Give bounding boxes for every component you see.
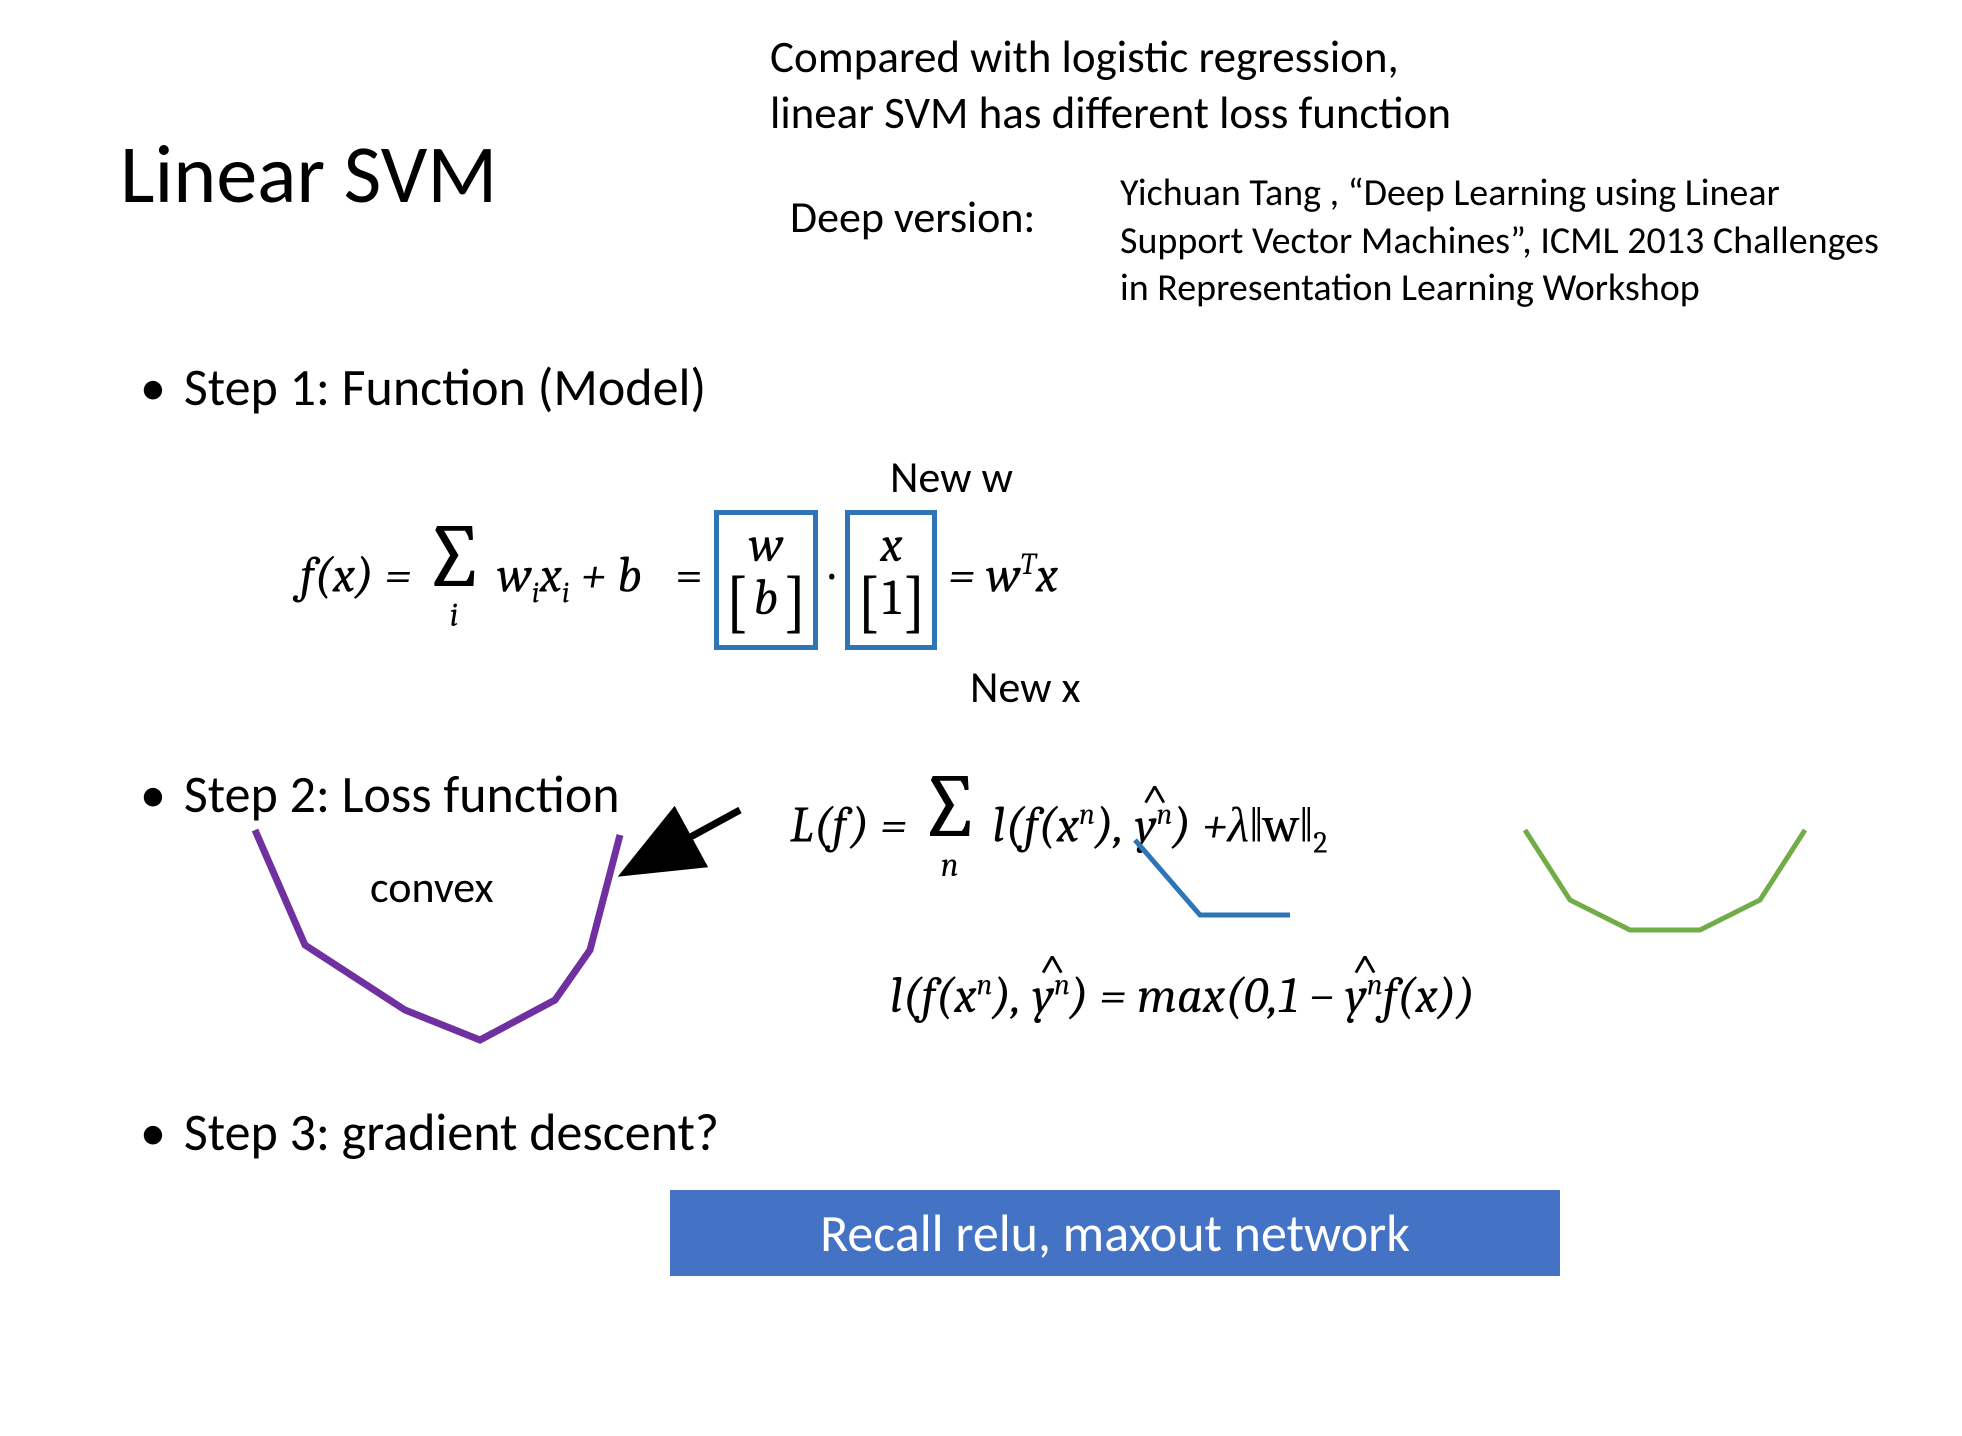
sigma-icon: ∑ i (422, 525, 486, 635)
citation-text: Yichuan Tang , “Deep Learning using Line… (1120, 170, 1900, 313)
recall-box: Recall relu, maxout network (670, 1190, 1560, 1276)
step-1-bullet: Step 1: Function (Model) (140, 355, 706, 419)
slide-title: Linear SVM (120, 125, 497, 225)
new-x-label: New x (970, 660, 1081, 714)
comparison-note: Compared with logistic regression, linea… (770, 30, 1451, 143)
loss-equation: L(f) = ∑ n l(f(xn), yn) +λ‖w‖2 (790, 775, 1327, 885)
note-line-1: Compared with logistic regression, (770, 30, 1399, 85)
sigma-icon: ∑ n (918, 775, 982, 885)
eq-lhs: f(x) = (300, 547, 411, 605)
step-2-bullet: Step 2: Loss function (140, 762, 620, 826)
arrow-line (630, 810, 740, 870)
new-w-label: New w (890, 450, 1013, 504)
vector-x-box: [x1] (845, 510, 937, 650)
convex-label: convex (370, 860, 494, 914)
vector-w-box: [wb] (714, 510, 818, 650)
slide: Linear SVM Compared with logistic regres… (0, 0, 1962, 1436)
note-line-2: linear SVM has different loss function (770, 86, 1451, 141)
step-3-bullet: Step 3: gradient descent? (140, 1100, 719, 1164)
model-equation: f(x) = ∑ i wixi + b = [wb] · [x1] = wTx (300, 510, 1058, 650)
reg-curve-green (1525, 830, 1805, 930)
hinge-loss-equation: l(f(xn), yn) = max(0,1 − ynf(x)) (890, 967, 1475, 1025)
deep-version-label: Deep version: (790, 190, 1035, 244)
